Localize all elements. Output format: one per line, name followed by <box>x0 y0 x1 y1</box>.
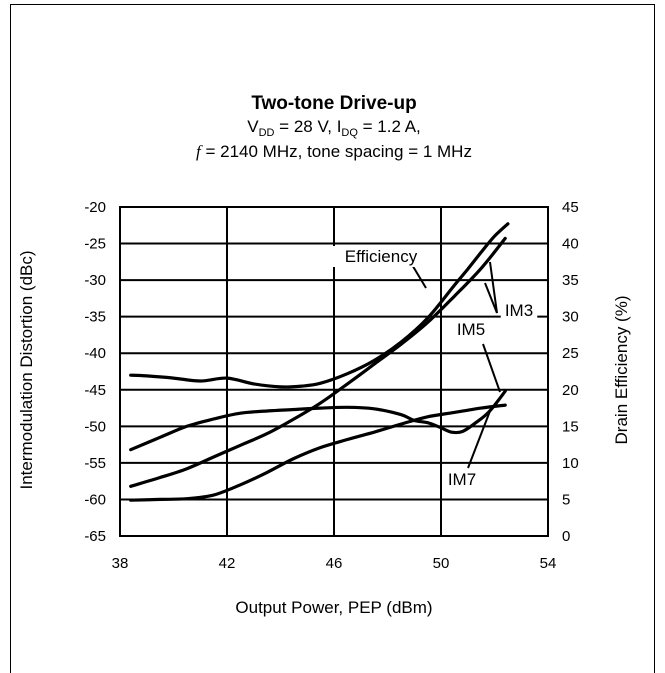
y2-tick-label: 25 <box>562 345 579 362</box>
y-tick-label: -55 <box>84 455 106 472</box>
y-tick-label: -40 <box>84 345 106 362</box>
y2-tick-label: 5 <box>562 491 570 508</box>
y-tick-label: -65 <box>84 528 106 545</box>
plot-area <box>119 206 549 537</box>
y-tick-label: -30 <box>84 272 106 289</box>
y2-tick-label: 40 <box>562 236 579 253</box>
x-axis-label: Output Power, PEP (dBm) <box>235 598 432 617</box>
annotation-label-efficiency: Efficiency <box>345 247 418 266</box>
x-tick-label: 42 <box>219 555 236 572</box>
y2-axis-label: Drain Efficiency (%) <box>612 296 631 445</box>
y-tick-label: -60 <box>84 491 106 508</box>
x-tick-label: 50 <box>433 555 450 572</box>
y2-tick-label: 20 <box>562 382 579 399</box>
y-tick-label: -50 <box>84 418 106 435</box>
x-tick-label: 46 <box>326 555 343 572</box>
annotation-bg-im3 <box>500 300 538 321</box>
plot-border <box>119 206 549 537</box>
x-axis-ticks: 38 42 46 50 54 <box>112 555 557 572</box>
y2-tick-label: 45 <box>562 199 579 216</box>
annotation-label-im3: IM3 <box>505 301 533 320</box>
y-axis-ticks: -20 -25 -30 -35 -40 -45 -50 -55 -60 -65 <box>84 199 106 545</box>
series-layer <box>129 222 510 502</box>
annotation-label-im5: IM5 <box>457 320 485 339</box>
annotation-leader-im5 <box>482 343 501 393</box>
series-line-im3 <box>129 236 507 488</box>
y-tick-label: -45 <box>84 382 106 399</box>
chart-title: Two-tone Drive-up <box>251 93 416 114</box>
annotation-label-im7: IM7 <box>448 470 476 489</box>
annotation-leader-im3 <box>489 261 498 314</box>
chart-frame <box>10 4 655 673</box>
y-tick-label: -35 <box>84 309 106 326</box>
y-tick-label: -20 <box>84 199 106 216</box>
y2-tick-label: 0 <box>562 528 570 545</box>
x-tick-label: 38 <box>112 555 129 572</box>
annotation-bg-im7 <box>443 469 481 490</box>
series-line-efficiency <box>129 403 507 502</box>
series-line-im7 <box>129 389 507 452</box>
annotation-layer: Efficiency IM3 IM5 IM7 <box>329 246 538 490</box>
y2-tick-label: 10 <box>562 455 579 472</box>
y2-tick-label: 35 <box>562 272 579 289</box>
y2-tick-label: 30 <box>562 309 579 326</box>
annotation-leader-im7 <box>467 410 491 469</box>
x-tick-label: 54 <box>540 555 557 572</box>
chart-subtitle-line2: f = 2140 MHz, tone spacing = 1 MHz <box>196 142 472 161</box>
y2-axis-ticks: 45 40 35 30 25 20 15 10 5 0 <box>562 199 579 545</box>
annotation-bg-im5 <box>452 319 490 340</box>
y2-tick-label: 15 <box>562 418 579 435</box>
y-axis-label: Intermodulation Distortion (dBc) <box>17 250 36 489</box>
chart-subtitle-line1: VDD = 28 V, IDQ = 1.2 A, <box>247 117 421 139</box>
y-tick-label: -25 <box>84 236 106 253</box>
annotation-leader-im3 <box>484 282 498 314</box>
annotation-leader-efficiency <box>410 262 427 289</box>
series-line-im5 <box>129 222 510 389</box>
annotation-bg-efficiency <box>329 246 433 267</box>
